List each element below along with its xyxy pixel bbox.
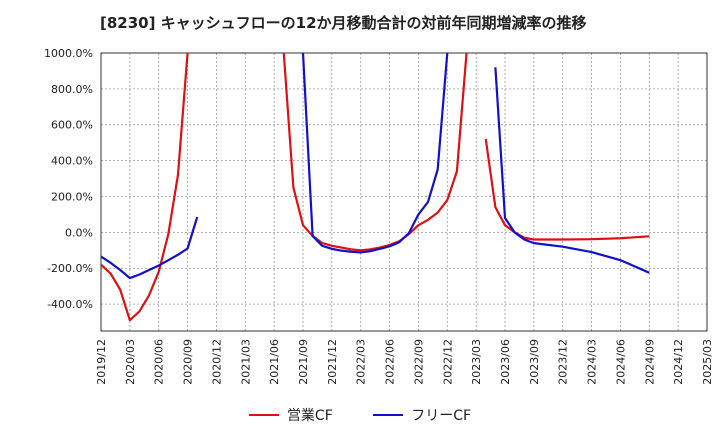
y-tick-label: 600.0% [51, 119, 93, 132]
y-tick-label: 200.0% [51, 190, 93, 203]
grid-layer [100, 52, 708, 331]
axis-layer: -400.0% -200.0% 0.0% 200.0% 400.0% 600.0% 800.… [44, 47, 714, 385]
x-tick-label: 2024/12 [672, 339, 685, 385]
y-tick-label: 1000.0% [44, 47, 93, 60]
x-tick-label: 2020/12 [210, 339, 223, 385]
series-line-free-cf [301, 53, 449, 254]
x-tick-label: 2022/03 [355, 339, 368, 385]
chart-title: [8230] キャッシュフローの12か月移動合計の対前年同期増減率の推移 [100, 14, 587, 32]
y-tick-label: -400.0% [47, 298, 93, 311]
series-line-operating-cf [484, 138, 650, 241]
y-tick-label: 0.0% [65, 226, 93, 239]
series-line-free-cf [101, 216, 199, 280]
x-tick-label: 2025/03 [701, 339, 714, 385]
x-tick-label: 2024/06 [614, 339, 627, 385]
x-tick-label: 2021/03 [239, 339, 252, 385]
x-tick-label: 2022/12 [441, 339, 454, 385]
y-tick-label: 800.0% [51, 83, 93, 96]
series-layer [101, 53, 650, 322]
chart-svg: -400.0% -200.0% 0.0% 200.0% 400.0% 600.0% 800.… [44, 47, 714, 385]
y-tick-label: 400.0% [51, 155, 93, 168]
x-tick-label: 2019/12 [95, 339, 108, 385]
x-tick-label: 2023/09 [528, 339, 541, 385]
x-tick-label: 2024/03 [586, 339, 599, 385]
series-line-operating-cf [101, 53, 189, 322]
x-tick-label: 2021/09 [297, 339, 310, 385]
legend-swatch-free-cf [373, 414, 404, 416]
x-tick-label: 2020/09 [182, 339, 195, 385]
y-tick-label: -200.0% [47, 262, 93, 275]
plot-frame [100, 52, 708, 332]
legend-swatch-operating-cf [248, 414, 279, 416]
legend-item-operating-cf: 営業CF [248, 405, 333, 425]
plot-area [101, 53, 707, 331]
x-tick-label: 2022/09 [412, 339, 425, 385]
x-tick-label: 2020/03 [124, 339, 137, 385]
x-tick-label: 2022/06 [384, 339, 397, 385]
x-tick-label: 2024/09 [643, 339, 656, 385]
legend: 営業CF フリーCF [0, 404, 720, 425]
legend-label-operating-cf: 営業CF [286, 408, 333, 424]
series-line-free-cf [494, 67, 650, 274]
x-tick-label: 2023/06 [499, 339, 512, 385]
x-tick-label: 2023/03 [470, 339, 483, 385]
x-tick-label: 2020/06 [153, 339, 166, 385]
legend-item-free-cf: フリーCF [373, 405, 471, 425]
x-tick-label: 2023/12 [557, 339, 570, 385]
x-tick-label: 2021/12 [326, 339, 339, 385]
legend-label-free-cf: フリーCF [411, 408, 472, 424]
x-tick-label: 2021/06 [268, 339, 281, 385]
